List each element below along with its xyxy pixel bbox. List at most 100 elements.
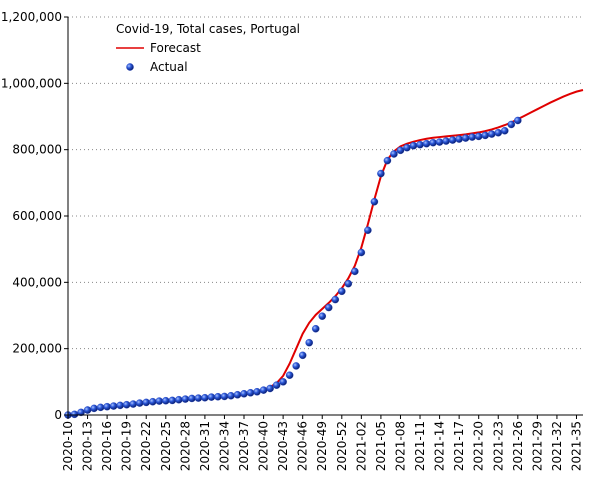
actual-point xyxy=(442,137,450,145)
actual-point xyxy=(468,133,476,141)
actual-point xyxy=(168,396,177,405)
actual-point xyxy=(487,130,496,138)
actual-point xyxy=(285,371,294,379)
x-tick-label: 2021-11 xyxy=(413,421,427,471)
actual-point xyxy=(481,131,489,140)
x-tick-label: 2020-46 xyxy=(296,421,310,471)
actual-point xyxy=(214,393,222,401)
actual-point xyxy=(403,143,411,152)
y-tick-label: 0 xyxy=(54,408,62,422)
x-tick-label: 2021-02 xyxy=(354,421,368,471)
x-tick-label: 2021-20 xyxy=(472,421,486,471)
actual-point xyxy=(181,395,190,403)
x-tick-label: 2020-43 xyxy=(276,421,290,471)
actual-point xyxy=(194,394,203,402)
x-tick-label: 2021-14 xyxy=(433,421,447,471)
x-tick-label: 2020-25 xyxy=(159,421,173,471)
actual-point xyxy=(279,378,287,386)
actual-point xyxy=(175,395,183,404)
actual-point xyxy=(220,392,229,401)
x-tick-label: 2020-31 xyxy=(198,421,212,471)
x-tick-label: 2021-35 xyxy=(569,421,583,471)
x-tick-label: 2020-10 xyxy=(61,421,75,471)
actual-point xyxy=(311,325,320,333)
x-tick-label: 2020-34 xyxy=(217,421,231,471)
actual-point xyxy=(455,135,463,143)
chart-title: Covid-19, Total cases, Portugal xyxy=(116,22,300,36)
actual-point xyxy=(259,386,268,394)
x-tick-label: 2021-26 xyxy=(511,421,525,471)
x-tick-label: 2021-23 xyxy=(491,421,505,471)
plot-area xyxy=(64,89,584,419)
actual-point xyxy=(416,140,424,149)
x-tick-label: 2020-49 xyxy=(315,421,329,471)
actual-point xyxy=(357,248,366,257)
y-tick-label: 200,000 xyxy=(12,342,62,356)
actual-point xyxy=(266,384,274,393)
actual-point xyxy=(494,129,503,137)
actual-point xyxy=(409,141,418,150)
actual-point xyxy=(233,391,242,399)
legend: Forecast Actual xyxy=(116,41,201,74)
actual-point xyxy=(331,295,340,304)
actual-point xyxy=(122,400,131,409)
actual-point xyxy=(155,397,164,405)
actual-point xyxy=(429,138,437,147)
actual-point xyxy=(90,404,98,413)
actual-point xyxy=(364,226,372,235)
x-tick-label: 2021-32 xyxy=(550,421,564,471)
actual-point xyxy=(129,400,137,408)
legend-swatch xyxy=(126,63,134,71)
actual-point xyxy=(370,197,379,206)
x-tick-label: 2020-13 xyxy=(81,421,95,471)
actual-point xyxy=(207,393,216,401)
actual-point xyxy=(318,312,326,320)
actual-point xyxy=(501,127,509,135)
x-tick-label: 2021-05 xyxy=(374,421,388,471)
legend-label: Actual xyxy=(150,60,188,74)
actual-point xyxy=(390,150,398,158)
x-tick-label: 2020-37 xyxy=(237,421,251,471)
actual-point xyxy=(162,396,170,405)
actual-point xyxy=(70,410,79,419)
actual-point xyxy=(83,406,92,414)
actual-point xyxy=(448,136,457,144)
actual-point xyxy=(344,279,353,288)
actual-point xyxy=(188,394,196,403)
actual-point xyxy=(135,399,144,407)
actual-point xyxy=(422,139,431,148)
actual-point xyxy=(461,134,470,142)
x-tick-label: 2020-28 xyxy=(178,421,192,471)
actual-point xyxy=(383,156,392,165)
y-tick-label: 800,000 xyxy=(12,143,62,157)
actual-point xyxy=(351,267,359,276)
actual-point xyxy=(142,398,150,407)
actual-point xyxy=(109,402,118,410)
actual-point xyxy=(435,138,444,146)
actual-point xyxy=(338,287,346,296)
actual-point xyxy=(298,351,307,360)
y-tick-label: 600,000 xyxy=(12,209,62,223)
actual-point xyxy=(103,402,111,411)
actual-point xyxy=(377,169,385,178)
y-tick-label: 400,000 xyxy=(12,275,62,289)
x-tick-label: 2020-19 xyxy=(120,421,134,471)
actual-point xyxy=(227,392,235,400)
actual-point xyxy=(240,390,248,398)
actual-point xyxy=(148,397,157,406)
actual-point xyxy=(292,362,300,370)
actual-point xyxy=(474,132,483,141)
actual-point xyxy=(116,401,124,410)
actual-point xyxy=(396,146,405,155)
x-tick-label: 2021-08 xyxy=(393,421,407,471)
actual-point xyxy=(305,338,313,347)
actual-point xyxy=(272,381,281,389)
actual-point xyxy=(96,403,105,412)
actual-point xyxy=(253,388,261,396)
legend-label: Forecast xyxy=(150,41,201,55)
x-tick-label: 2020-22 xyxy=(139,421,153,471)
actual-point xyxy=(325,303,333,312)
